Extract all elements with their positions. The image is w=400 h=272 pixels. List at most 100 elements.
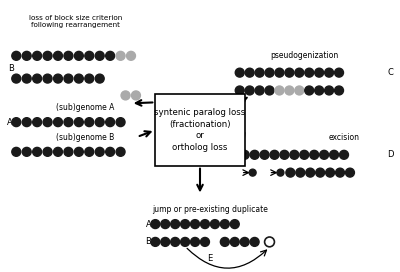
Circle shape <box>22 147 31 156</box>
Circle shape <box>265 86 274 95</box>
Circle shape <box>334 86 344 95</box>
Circle shape <box>12 147 21 156</box>
Circle shape <box>250 150 259 159</box>
Circle shape <box>12 74 21 83</box>
Circle shape <box>255 86 264 95</box>
Circle shape <box>290 150 299 159</box>
Circle shape <box>22 51 31 60</box>
Circle shape <box>285 68 294 77</box>
Circle shape <box>64 118 73 126</box>
Circle shape <box>74 118 83 126</box>
Circle shape <box>200 237 210 246</box>
Circle shape <box>95 118 104 126</box>
Circle shape <box>74 147 83 156</box>
Circle shape <box>43 51 52 60</box>
Circle shape <box>74 74 83 83</box>
Circle shape <box>181 220 190 228</box>
Circle shape <box>64 74 73 83</box>
Circle shape <box>33 147 42 156</box>
Circle shape <box>43 147 52 156</box>
Circle shape <box>285 86 294 95</box>
Circle shape <box>95 147 104 156</box>
Circle shape <box>33 74 42 83</box>
Text: E: E <box>207 254 212 263</box>
Circle shape <box>106 51 114 60</box>
Circle shape <box>22 118 31 126</box>
Circle shape <box>151 237 160 246</box>
Circle shape <box>190 220 200 228</box>
Circle shape <box>64 51 73 60</box>
Circle shape <box>33 118 42 126</box>
Text: jump or pre-existing duplicate: jump or pre-existing duplicate <box>152 205 268 214</box>
Circle shape <box>121 91 130 100</box>
Circle shape <box>326 168 334 177</box>
Circle shape <box>295 68 304 77</box>
Circle shape <box>320 150 329 159</box>
Circle shape <box>151 220 160 228</box>
Circle shape <box>235 68 244 77</box>
Circle shape <box>43 74 52 83</box>
Circle shape <box>306 168 315 177</box>
Circle shape <box>95 51 104 60</box>
Circle shape <box>230 220 239 228</box>
Circle shape <box>270 150 279 159</box>
Circle shape <box>295 86 304 95</box>
Circle shape <box>85 51 94 60</box>
Circle shape <box>12 51 21 60</box>
Circle shape <box>116 147 125 156</box>
Circle shape <box>132 91 140 100</box>
Text: pseudogenization: pseudogenization <box>270 51 338 60</box>
Circle shape <box>255 68 264 77</box>
Text: B: B <box>8 64 14 73</box>
Circle shape <box>161 220 170 228</box>
Circle shape <box>74 51 83 60</box>
Text: A: A <box>6 118 12 127</box>
Text: B: B <box>146 237 151 246</box>
Text: excision: excision <box>329 134 360 143</box>
Circle shape <box>22 74 31 83</box>
Circle shape <box>245 86 254 95</box>
Circle shape <box>340 150 348 159</box>
Circle shape <box>249 169 256 176</box>
Circle shape <box>316 168 325 177</box>
Circle shape <box>315 68 324 77</box>
Circle shape <box>245 68 254 77</box>
Circle shape <box>64 147 73 156</box>
Circle shape <box>275 86 284 95</box>
Circle shape <box>240 150 249 159</box>
Circle shape <box>54 118 62 126</box>
Circle shape <box>240 237 249 246</box>
Circle shape <box>280 150 289 159</box>
Circle shape <box>85 118 94 126</box>
Text: syntenic paralog loss
(fractionation)
or
ortholog loss: syntenic paralog loss (fractionation) or… <box>154 108 246 152</box>
Circle shape <box>277 169 284 176</box>
Circle shape <box>54 147 62 156</box>
Circle shape <box>116 118 125 126</box>
Circle shape <box>300 150 309 159</box>
Circle shape <box>330 150 338 159</box>
Circle shape <box>95 74 104 83</box>
Text: (sub)genome B: (sub)genome B <box>56 134 114 143</box>
Text: (sub)genome A: (sub)genome A <box>56 103 114 112</box>
Text: C: C <box>388 68 394 77</box>
Circle shape <box>33 51 42 60</box>
Circle shape <box>346 168 354 177</box>
Circle shape <box>116 51 125 60</box>
Circle shape <box>54 51 62 60</box>
Text: D: D <box>388 150 394 159</box>
Circle shape <box>171 220 180 228</box>
FancyBboxPatch shape <box>155 94 245 166</box>
Circle shape <box>190 237 200 246</box>
Circle shape <box>230 237 239 246</box>
Circle shape <box>85 74 94 83</box>
Circle shape <box>235 86 244 95</box>
Circle shape <box>171 237 180 246</box>
Circle shape <box>200 220 210 228</box>
Circle shape <box>210 220 219 228</box>
Circle shape <box>265 68 274 77</box>
Circle shape <box>181 237 190 246</box>
Circle shape <box>275 68 284 77</box>
Circle shape <box>260 150 269 159</box>
Circle shape <box>161 237 170 246</box>
Circle shape <box>12 118 21 126</box>
